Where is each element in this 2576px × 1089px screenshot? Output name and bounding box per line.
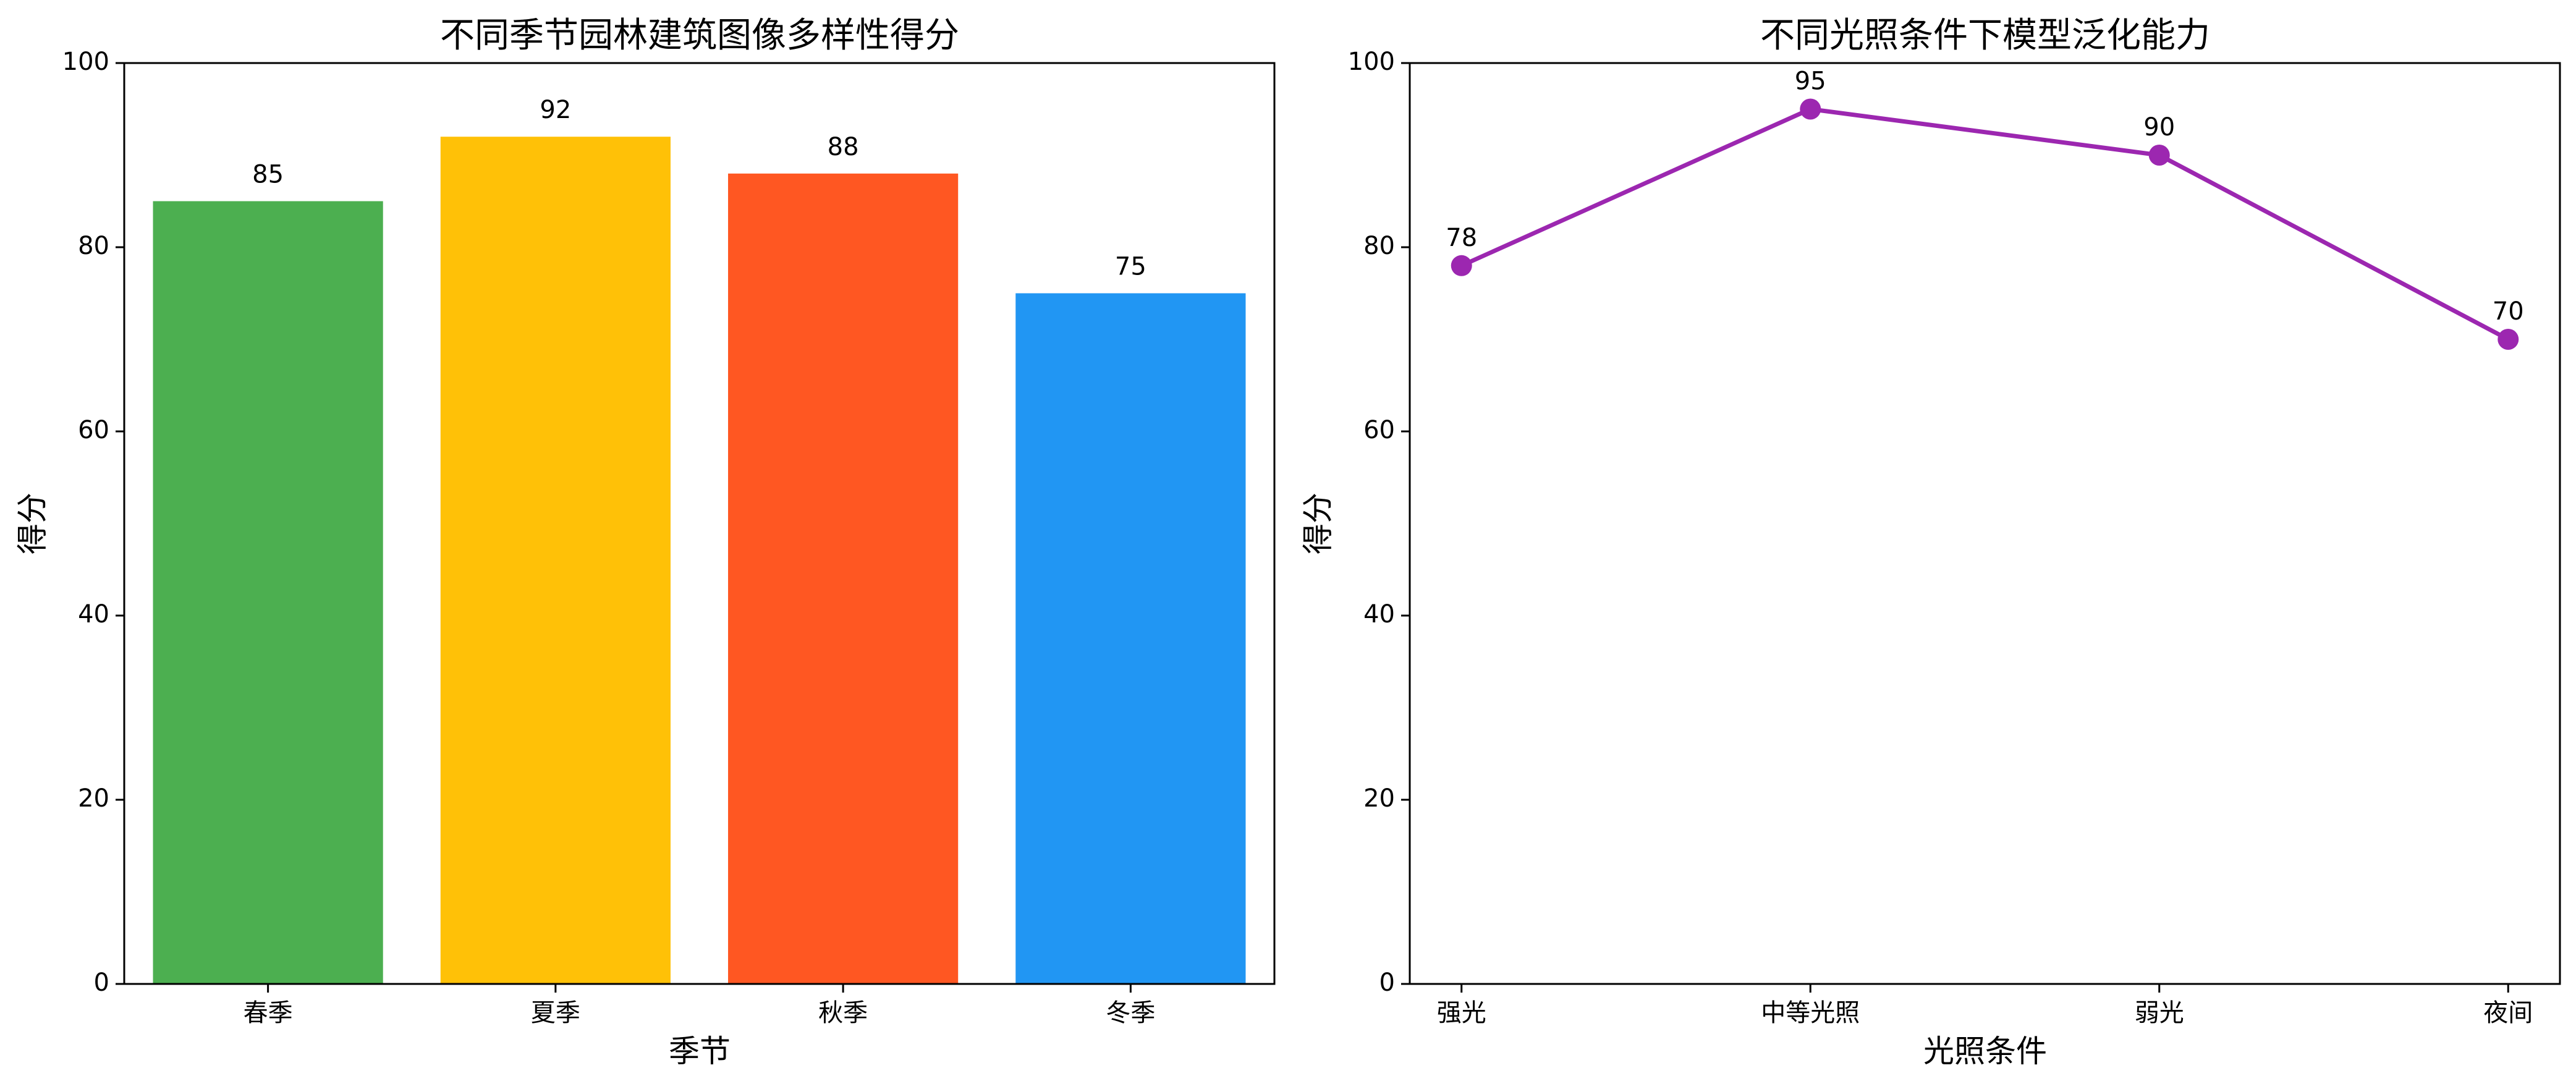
x-tick-label: 中等光照 [1761, 999, 1860, 1027]
x-tick-label: 弱光 [2135, 999, 2184, 1027]
x-tick-label: 强光 [1437, 999, 1486, 1027]
data-label: 85 [252, 161, 284, 189]
y-tick-label: 20 [78, 784, 109, 813]
y-tick-label: 40 [1363, 600, 1395, 629]
y-tick-label: 60 [78, 416, 109, 444]
y-tick-label: 80 [1363, 232, 1395, 260]
data-label: 78 [1446, 224, 1477, 252]
data-label: 88 [828, 133, 859, 161]
y-axis-label: 得分 [15, 493, 51, 554]
data-point [2498, 329, 2519, 350]
y-tick-label: 20 [1363, 784, 1395, 813]
y-tick-label: 100 [1348, 48, 1395, 76]
bar [728, 173, 959, 984]
x-tick-label: 春季 [244, 999, 293, 1027]
bar [1015, 293, 1246, 984]
bar [440, 137, 671, 985]
x-axis-label: 季节 [669, 1033, 731, 1069]
x-tick-label: 夜间 [2483, 999, 2533, 1027]
y-axis-label: 得分 [1300, 493, 1336, 554]
data-point [1800, 98, 1821, 120]
season-bar-chart: 不同季节园林建筑图像多样性得分 0 20 40 60 80 100 85 92 88 75 春季 夏季 秋… [15, 15, 1276, 1069]
data-label: 95 [1795, 67, 1826, 96]
data-label: 90 [2143, 113, 2175, 142]
plot-frame [123, 62, 1276, 985]
x-axis-label: 光照条件 [1923, 1033, 2047, 1069]
data-label: 70 [2493, 297, 2524, 326]
data-point [1451, 255, 1472, 276]
data-label: 92 [540, 96, 571, 124]
y-tick-label: 40 [78, 600, 109, 629]
y-tick-label: 0 [94, 968, 109, 997]
chart-title: 不同光照条件下模型泛化能力 [1760, 15, 2210, 56]
x-tick-label: 夏季 [531, 999, 580, 1027]
bar [153, 201, 383, 984]
y-tick-label: 80 [78, 232, 109, 260]
y-tick-label: 100 [62, 48, 109, 76]
data-label: 75 [1115, 253, 1146, 281]
x-tick-label: 秋季 [818, 999, 868, 1027]
chart-title: 不同季节园林建筑图像多样性得分 [440, 15, 959, 56]
plot-frame [1409, 62, 2561, 985]
series-line [1460, 107, 2509, 342]
lighting-line-chart: 不同光照条件下模型泛化能力 0 20 40 60 80 100 78 95 90 70 强光 中等光照 弱… [1300, 15, 2561, 1069]
y-tick-label: 0 [1379, 968, 1395, 997]
x-tick-label: 冬季 [1106, 999, 1155, 1027]
y-tick-label: 60 [1363, 416, 1395, 444]
data-point [2148, 145, 2170, 166]
